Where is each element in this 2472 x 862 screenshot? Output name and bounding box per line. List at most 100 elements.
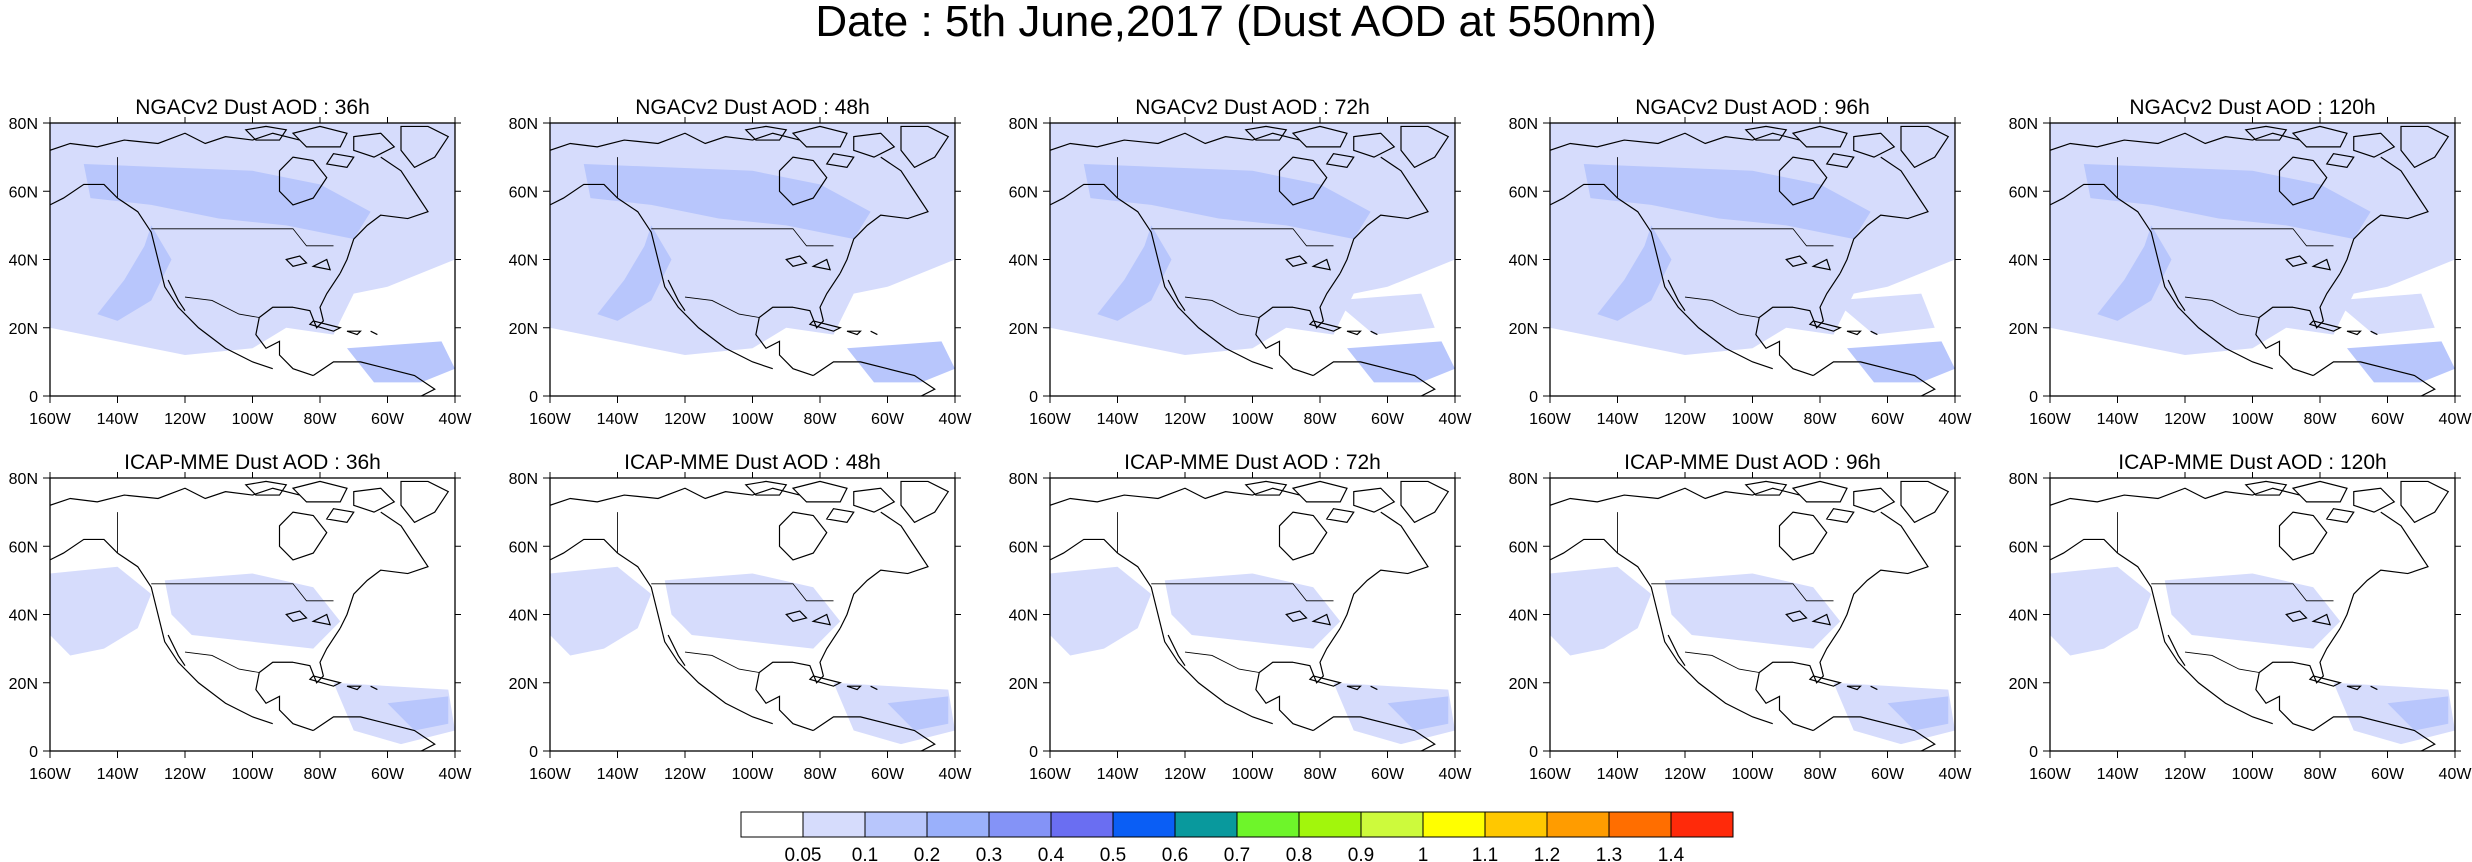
x-tick-label: 40W bbox=[939, 766, 973, 783]
colorbar: 0.05 0.1 0.2 0.3 0.4 0.5 0.6 0.7 0.8 0.9 1 1.1 1.2 1.… bbox=[740, 811, 1734, 862]
y-tick-label: 40N bbox=[1509, 608, 1538, 625]
colorbar-swatch bbox=[864, 811, 928, 838]
map-panel: ICAP-MME Dust AOD : 96h 160W 140W 120W 100W 8… bbox=[1509, 451, 1973, 783]
dust-shading bbox=[2333, 293, 2435, 335]
y-tick-label: 40N bbox=[2009, 608, 2038, 625]
y-tick-label: 20N bbox=[509, 676, 538, 693]
y-tick-label: 60N bbox=[1009, 184, 1038, 201]
x-tick-label: 80W bbox=[2304, 411, 2338, 428]
x-tick-label: 120W bbox=[2164, 411, 2207, 428]
panel-title: NGACv2 Dust AOD : 72h bbox=[1135, 96, 1370, 119]
x-tick-label: 140W bbox=[1597, 411, 1640, 428]
x-tick-label: 100W bbox=[232, 411, 275, 428]
y-tick-label: 60N bbox=[1509, 539, 1538, 556]
colorbar-swatch bbox=[1670, 811, 1734, 838]
x-tick-label: 140W bbox=[597, 766, 640, 783]
x-tick-label: 120W bbox=[2164, 766, 2207, 783]
map-area bbox=[50, 478, 455, 751]
main-title: Date : 5th June,2017 (Dust AOD at 550nm) bbox=[815, 0, 1657, 46]
dust-shading bbox=[1833, 682, 1955, 745]
map-area bbox=[50, 123, 455, 396]
y-tick-label: 40N bbox=[1009, 608, 1038, 625]
colorbar-label: 0.6 bbox=[1162, 845, 1188, 862]
y-tick-label: 0 bbox=[529, 389, 538, 406]
y-tick-label: 80N bbox=[1009, 471, 1038, 488]
colorbar-label: 1 bbox=[1418, 845, 1429, 862]
dust-shading bbox=[1583, 163, 1871, 240]
colorbar-label: 0.1 bbox=[852, 845, 878, 862]
dust-shading bbox=[1083, 163, 1371, 240]
dust-shading bbox=[164, 573, 341, 649]
map-panel: ICAP-MME Dust AOD : 48h 160W 140W 120W 100W 8… bbox=[509, 451, 973, 783]
x-tick-label: 40W bbox=[439, 411, 473, 428]
y-tick-label: 60N bbox=[2009, 184, 2038, 201]
x-tick-label: 80W bbox=[804, 411, 838, 428]
map-area bbox=[1550, 123, 1955, 396]
map-area bbox=[550, 478, 955, 751]
x-tick-label: 120W bbox=[1664, 766, 1707, 783]
map-panel: NGACv2 Dust AOD : 96h 160W 140W 120W 100W 80W… bbox=[1509, 96, 1973, 428]
y-tick-label: 0 bbox=[2029, 389, 2038, 406]
panel-title: ICAP-MME Dust AOD : 48h bbox=[624, 451, 881, 474]
x-tick-label: 140W bbox=[2097, 766, 2140, 783]
y-tick-label: 80N bbox=[2009, 116, 2038, 133]
x-tick-label: 140W bbox=[2097, 411, 2140, 428]
y-tick-label: 60N bbox=[1509, 184, 1538, 201]
dust-shading bbox=[333, 682, 455, 745]
x-tick-label: 160W bbox=[2029, 766, 2072, 783]
x-tick-label: 40W bbox=[1439, 766, 1473, 783]
colorbar-label: 0.9 bbox=[1348, 845, 1374, 862]
x-tick-label: 60W bbox=[871, 411, 905, 428]
y-tick-label: 0 bbox=[2029, 744, 2038, 761]
colorbar-label: 0.05 bbox=[785, 845, 822, 862]
colorbar-swatch bbox=[1484, 811, 1548, 838]
dust-shading bbox=[2097, 225, 2172, 321]
x-tick-label: 60W bbox=[2371, 766, 2405, 783]
x-tick-label: 140W bbox=[1097, 766, 1140, 783]
y-tick-label: 20N bbox=[2009, 321, 2038, 338]
dust-shading bbox=[583, 163, 871, 240]
y-tick-label: 40N bbox=[9, 608, 38, 625]
x-tick-label: 120W bbox=[664, 766, 707, 783]
y-tick-label: 40N bbox=[9, 253, 38, 270]
y-tick-label: 80N bbox=[509, 471, 538, 488]
y-tick-label: 60N bbox=[509, 184, 538, 201]
x-tick-label: 100W bbox=[732, 766, 775, 783]
x-tick-label: 160W bbox=[1029, 411, 1072, 428]
y-tick-label: 40N bbox=[1509, 253, 1538, 270]
panel-title: ICAP-MME Dust AOD : 120h bbox=[2118, 451, 2386, 474]
x-tick-label: 40W bbox=[1939, 411, 1973, 428]
x-tick-label: 160W bbox=[529, 766, 572, 783]
x-tick-label: 100W bbox=[2232, 766, 2275, 783]
dust-shading bbox=[347, 341, 455, 383]
x-tick-label: 100W bbox=[232, 766, 275, 783]
map-area bbox=[1550, 478, 1955, 751]
y-tick-label: 80N bbox=[1509, 116, 1538, 133]
y-tick-label: 60N bbox=[509, 539, 538, 556]
dust-shading bbox=[2387, 696, 2449, 731]
x-tick-label: 80W bbox=[1304, 411, 1338, 428]
y-tick-label: 80N bbox=[9, 116, 38, 133]
x-tick-label: 60W bbox=[371, 766, 405, 783]
colorbar-swatch bbox=[1608, 811, 1672, 838]
x-tick-label: 80W bbox=[1804, 411, 1838, 428]
x-tick-label: 140W bbox=[1097, 411, 1140, 428]
y-tick-label: 60N bbox=[9, 184, 38, 201]
y-tick-label: 60N bbox=[9, 539, 38, 556]
x-tick-label: 80W bbox=[2304, 766, 2338, 783]
panel-title: NGACv2 Dust AOD : 120h bbox=[2129, 96, 2375, 119]
y-tick-label: 80N bbox=[1009, 116, 1038, 133]
dust-shading bbox=[1347, 341, 1455, 383]
colorbar-swatch bbox=[740, 811, 804, 838]
dust-shading bbox=[1333, 682, 1455, 745]
x-tick-label: 120W bbox=[164, 411, 207, 428]
dust-shading bbox=[597, 225, 672, 321]
colorbar-swatch bbox=[802, 811, 866, 838]
colorbar-swatch bbox=[1422, 811, 1486, 838]
dust-shading bbox=[2333, 682, 2455, 745]
y-tick-label: 20N bbox=[1009, 321, 1038, 338]
colorbar-swatch bbox=[1546, 811, 1610, 838]
x-tick-label: 120W bbox=[164, 766, 207, 783]
colorbar-swatch bbox=[1360, 811, 1424, 838]
